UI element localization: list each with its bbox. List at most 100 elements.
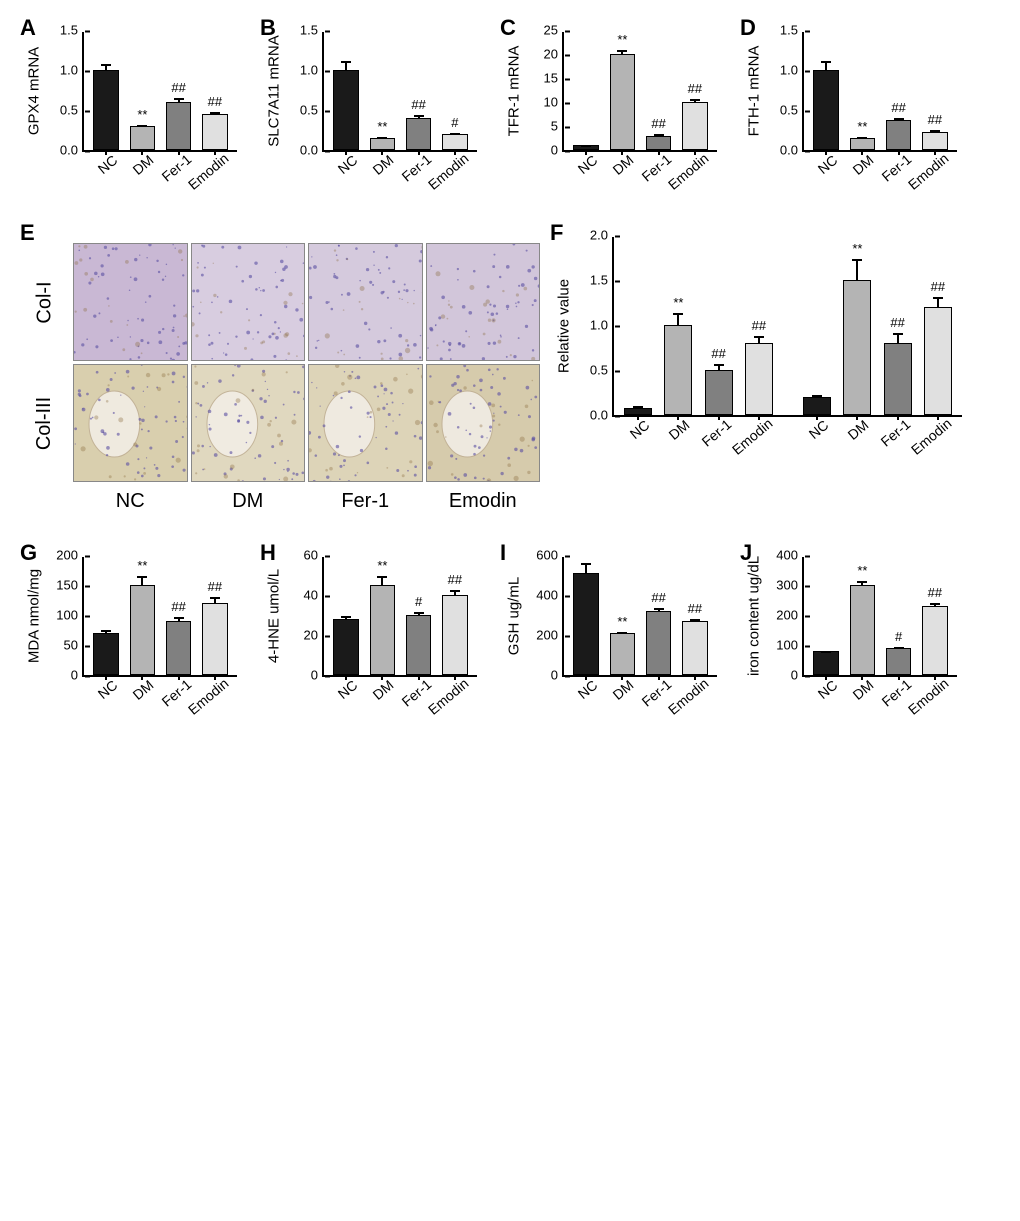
error-bar [345, 61, 347, 71]
bar-group: ##Fer-1 [881, 120, 917, 150]
x-tick-mark [637, 415, 639, 420]
y-tick: 50 [64, 638, 84, 653]
bar [610, 54, 635, 150]
bar-group: NC [797, 397, 837, 415]
bar-group: **DM [844, 585, 880, 675]
error-bar [861, 581, 863, 586]
y-axis-label: TFR-1 mRNA [506, 46, 523, 137]
ihc-image [308, 364, 423, 482]
y-tick: 1.0 [60, 63, 84, 78]
bar-group: **DM [124, 126, 160, 150]
ihc-col-label: NC [73, 485, 188, 515]
error-bar [856, 259, 858, 282]
plot-area: 02040604-HNE umol/LNC**DM#Fer-1##Emodin [322, 557, 477, 677]
x-tick-mark [856, 415, 858, 420]
error-bar [934, 130, 936, 132]
ihc-image [426, 243, 541, 361]
significance-marker: ## [711, 346, 725, 361]
significance-marker: ## [651, 590, 665, 605]
panel-C: C0510152025TFR-1 mRNANC**DM##Fer-1##Emod… [500, 20, 730, 195]
bar-group: #Fer-1 [881, 648, 917, 675]
bars: NC**DM##Fer-1##EmodinNC**DM##Fer-1##Emod… [614, 237, 962, 415]
bar [682, 621, 707, 675]
x-tick-mark [934, 675, 936, 680]
significance-marker: ## [171, 80, 185, 95]
bar [130, 126, 155, 150]
x-tick-label: NC [95, 152, 121, 177]
error-bar [897, 333, 899, 344]
x-tick-mark [141, 675, 143, 680]
bar [442, 595, 467, 675]
significance-marker: # [451, 115, 458, 130]
bar-group: ##Fer-1 [161, 621, 197, 675]
x-tick-mark [214, 675, 216, 680]
bar [850, 585, 875, 675]
bar-group: ##Fer-1 [641, 136, 677, 150]
bars: NC**DM#Fer-1##Emodin [804, 557, 957, 675]
bar [682, 102, 707, 150]
bar [922, 606, 947, 675]
x-tick-mark [105, 150, 107, 155]
x-tick-mark [694, 150, 696, 155]
x-tick-label: DM [370, 152, 397, 178]
y-tick: 0.0 [300, 143, 324, 158]
row-2: ECol-ICol-IIINCDMFer-1Emodin F0.00.51.01… [20, 225, 1000, 515]
bar-group: ##Emodin [677, 621, 713, 675]
error-bar [898, 647, 900, 649]
bar-group: NC [618, 408, 658, 415]
y-tick: 0.0 [60, 143, 84, 158]
significance-marker: ## [448, 572, 462, 587]
error-bar [934, 603, 936, 607]
plot-area: 0.00.51.01.52.0Relative valueNC**DM##Fer… [612, 237, 962, 417]
x-tick-label: NC [815, 677, 841, 702]
y-tick: 0 [71, 668, 84, 683]
plot-area: 0510152025TFR-1 mRNANC**DM##Fer-1##Emodi… [562, 32, 717, 152]
error-bar [178, 98, 180, 103]
y-tick: 600 [536, 548, 564, 563]
x-tick-mark [825, 150, 827, 155]
x-tick-mark [937, 415, 939, 420]
x-tick-label: Emodin [905, 675, 952, 718]
panel-D: D0.00.51.01.5FTH-1 mRNANC**DM##Fer-1##Em… [740, 20, 970, 195]
plot-area: 0.00.51.01.5GPX4 mRNANC**DM##Fer-1##Emod… [82, 32, 237, 152]
bar [573, 573, 598, 675]
significance-marker: # [895, 629, 902, 644]
x-tick-mark [381, 675, 383, 680]
bar [803, 397, 831, 415]
x-tick-label: DM [130, 677, 157, 703]
x-tick-label: NC [335, 152, 361, 177]
ihc-image [308, 243, 423, 361]
y-tick: 0.5 [780, 103, 804, 118]
error-bar [214, 112, 216, 115]
significance-marker: ## [651, 116, 665, 131]
bar [610, 633, 635, 675]
error-bar [418, 612, 420, 616]
significance-marker: ## [752, 318, 766, 333]
panel-letter: I [500, 540, 506, 566]
error-bar [825, 61, 827, 71]
x-tick-mark [454, 150, 456, 155]
error-bar [105, 630, 107, 634]
bar-group: ##Emodin [918, 307, 958, 415]
significance-marker: ## [890, 315, 904, 330]
y-tick: 0.5 [590, 363, 614, 378]
y-axis-label: GSH ug/mL [506, 577, 523, 655]
error-bar [345, 616, 347, 620]
y-tick: 0.0 [780, 143, 804, 158]
x-tick-mark [141, 150, 143, 155]
x-tick-label: NC [335, 677, 361, 702]
panel-B: B0.00.51.01.5SLC7A11 mRNANC**DM##Fer-1#E… [260, 20, 490, 195]
bar-group: ##Emodin [677, 102, 713, 150]
y-tick: 60 [304, 548, 324, 563]
x-tick-label: DM [845, 417, 872, 443]
bar [843, 280, 871, 415]
x-tick-label: Emodin [665, 150, 712, 193]
bar [705, 370, 733, 415]
y-tick: 400 [536, 588, 564, 603]
bar [813, 651, 838, 675]
plot-area: 0200400600GSH ug/mLNC**DM##Fer-1##Emodin [562, 557, 717, 677]
bar-group: NC [808, 651, 844, 675]
y-tick: 25 [544, 23, 564, 38]
spacer [20, 485, 70, 515]
x-tick-mark [585, 675, 587, 680]
